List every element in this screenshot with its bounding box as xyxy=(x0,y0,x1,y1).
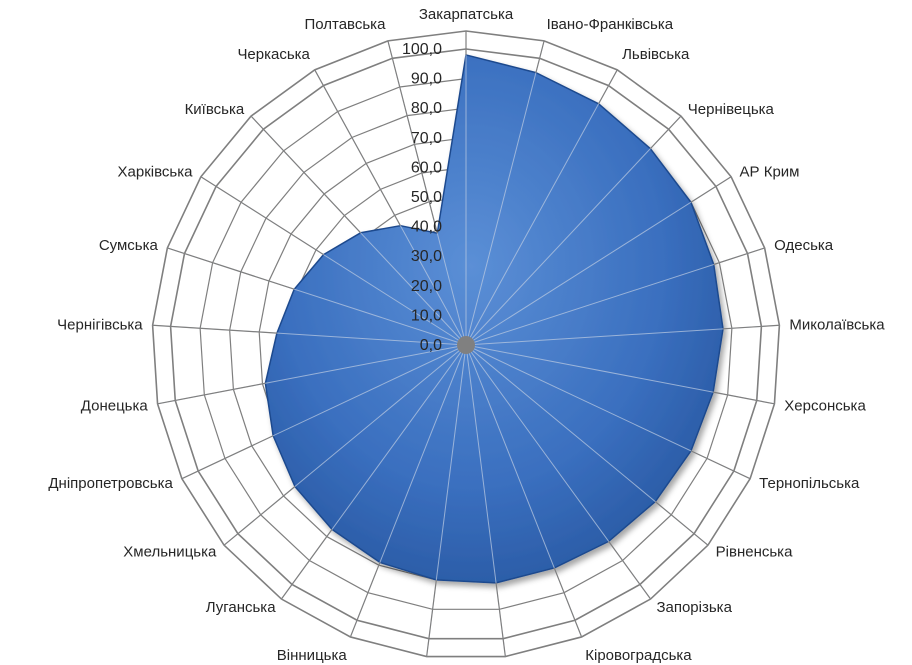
spoke-outer xyxy=(349,562,381,638)
category-label: Луганська xyxy=(206,599,276,616)
spoke-outer xyxy=(495,582,506,657)
radial-tick-label: 100,0 xyxy=(402,41,442,58)
category-label: Одеська xyxy=(774,237,834,254)
spoke xyxy=(465,115,682,346)
category-label: Рівненська xyxy=(716,544,793,561)
spoke-outer xyxy=(649,115,682,150)
category-label: Дніпропетровська xyxy=(48,475,173,492)
category-label: Херсонська xyxy=(784,398,866,415)
spoke-outer xyxy=(280,529,333,600)
radial-tick-label: 60,0 xyxy=(411,159,442,176)
category-label: Вінницька xyxy=(277,647,348,664)
spoke-outer xyxy=(535,40,545,73)
spoke-outer xyxy=(426,579,437,657)
series-area xyxy=(264,54,724,584)
category-label: Запорізька xyxy=(656,599,732,616)
radial-tick-label: 50,0 xyxy=(411,189,442,206)
category-label: Хмельницька xyxy=(123,544,217,561)
spoke-outer xyxy=(690,176,732,203)
radial-tick-label: 20,0 xyxy=(411,278,442,295)
grid-ring xyxy=(169,48,763,640)
category-label: Харківська xyxy=(118,163,194,180)
spoke-outer xyxy=(314,69,401,226)
radial-tick-label: 10,0 xyxy=(411,307,442,324)
spoke xyxy=(465,40,545,346)
spoke-outer xyxy=(690,450,751,480)
radial-tick-label: 80,0 xyxy=(411,100,442,117)
spoke-outer xyxy=(387,40,438,234)
radial-tick-label: 40,0 xyxy=(411,219,442,236)
spoke-outer xyxy=(608,541,652,600)
spoke-outer xyxy=(598,69,618,105)
spoke-outer xyxy=(200,176,324,256)
radial-tick-label: 0,0 xyxy=(420,337,442,354)
spoke-outer xyxy=(223,486,296,546)
category-label: Закарпатська xyxy=(419,6,514,23)
center-dot xyxy=(457,336,475,354)
spoke-outer xyxy=(167,247,295,290)
spoke-outer xyxy=(722,324,780,330)
category-label: Полтавська xyxy=(304,16,386,33)
radar-spokes xyxy=(152,31,780,657)
category-label: Кіровоградська xyxy=(585,647,692,664)
category-label: Донецька xyxy=(81,398,149,415)
category-label: Тернопільська xyxy=(759,475,860,492)
category-label: Черкаська xyxy=(237,46,310,63)
spoke-outer xyxy=(152,324,277,334)
radial-tick-label: 30,0 xyxy=(411,248,442,265)
spoke-outer xyxy=(654,501,709,546)
radial-tick-label: 70,0 xyxy=(411,130,442,147)
grid-ring xyxy=(199,77,733,610)
category-label: АР Крим xyxy=(740,163,800,180)
category-label: Івано-Франківська xyxy=(547,16,674,33)
spoke-outer xyxy=(181,435,274,480)
category-label: Київська xyxy=(185,101,245,118)
spoke-outer xyxy=(713,391,775,405)
spoke-outer xyxy=(157,382,266,405)
category-label: Чернігівська xyxy=(57,317,143,334)
category-label: Миколаївська xyxy=(789,317,885,334)
spoke xyxy=(465,69,618,346)
grid-frame xyxy=(151,30,781,658)
category-label: Львівська xyxy=(622,46,690,63)
spoke-outer xyxy=(553,567,583,638)
category-label: Чернівецька xyxy=(688,101,775,118)
category-labels: Закарпатська Івано-Франківська Львівська Че… xyxy=(48,6,885,664)
radial-tick-label: 90,0 xyxy=(411,71,442,88)
spoke xyxy=(465,176,732,346)
radial-axis: 0,0 10,0 20,0 30,0 40,0 50,0 60,0 70,0 80,0 90,0 1… xyxy=(402,41,442,354)
radar-series xyxy=(264,54,724,584)
spoke-outer xyxy=(250,115,362,234)
spoke-outer xyxy=(713,247,765,266)
category-label: Сумська xyxy=(99,237,159,254)
